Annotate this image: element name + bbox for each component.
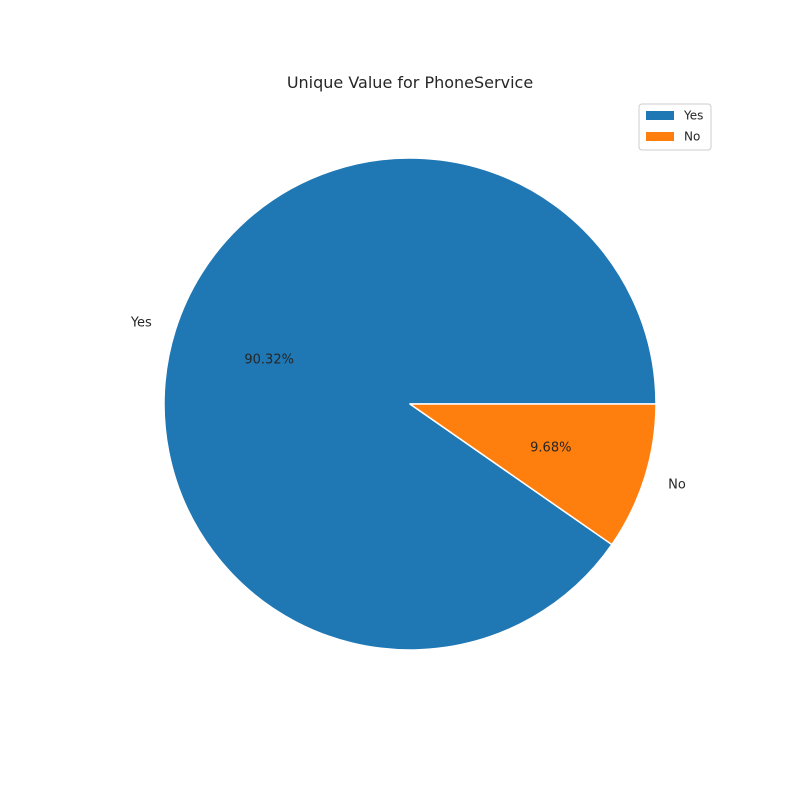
pie-labels: Yes 90.32% No 9.68% [130,315,686,492]
pie-slice-no [409,403,657,546]
legend-swatch-no [646,132,674,141]
percent-label-yes: 90.32% [244,352,294,367]
chart-title: Unique Value for PhoneService [287,73,533,92]
legend: Yes No [638,103,712,151]
slice-label-no: No [668,478,686,493]
legend-label-yes: Yes [683,109,703,123]
legend-label-no: No [684,130,700,144]
pie-slices [163,157,657,651]
legend-swatch-yes [646,111,674,120]
slice-label-yes: Yes [130,315,152,330]
legend-entries: Yes No [646,109,703,144]
percent-label-no: 9.68% [530,441,571,456]
